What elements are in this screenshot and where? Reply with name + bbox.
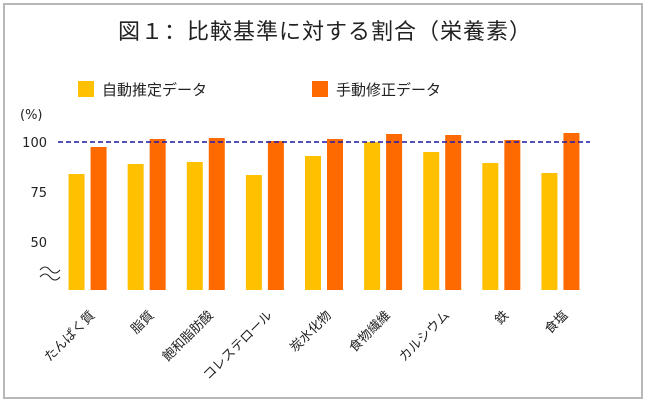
y-axis-label: (%) <box>20 108 43 123</box>
bar-auto <box>541 173 558 290</box>
y-tick-50: 50 <box>30 236 47 251</box>
legend-label-manual: 手動修正データ <box>336 80 442 99</box>
bar-auto <box>423 152 440 290</box>
bar-auto <box>305 156 321 290</box>
bar-manual <box>504 140 521 290</box>
category-label: 鉄 <box>492 308 512 328</box>
category-label: 炭水化物 <box>287 308 334 355</box>
bar-manual <box>386 134 403 290</box>
bar-auto <box>68 174 85 290</box>
y-tick-100: 100 <box>22 136 47 151</box>
bar-manual <box>563 133 580 290</box>
axis-break-icon <box>39 266 61 281</box>
legend-item-auto: 自動推定データ <box>78 78 207 100</box>
legend-swatch-auto <box>78 81 94 97</box>
bar-manual <box>149 139 166 290</box>
bar-manual <box>208 138 225 290</box>
chart-frame <box>3 3 643 399</box>
bar-auto <box>127 164 144 290</box>
category-label: 食塩 <box>542 308 572 338</box>
category-label: 飽和脂肪酸 <box>159 308 216 365</box>
category-label: カルシウム <box>396 308 453 365</box>
chart-title: 図１：比較基準に対する割合（栄養素） <box>117 20 532 45</box>
bar-auto <box>186 162 203 290</box>
category-label: 脂質 <box>128 308 157 337</box>
category-label: たんぱく質 <box>42 308 99 365</box>
bar-auto <box>245 175 262 290</box>
legend-item-manual: 手動修正データ <box>312 78 441 100</box>
bar-manual <box>267 141 284 290</box>
bar-auto <box>364 142 381 290</box>
y-tick-75: 75 <box>30 186 47 201</box>
bar-manual <box>445 135 462 290</box>
category-label: 食物繊維 <box>346 308 394 356</box>
legend-label-auto: 自動推定データ <box>102 80 208 99</box>
bar-manual <box>90 147 107 290</box>
bar-manual <box>327 139 343 290</box>
legend-swatch-manual <box>312 81 328 97</box>
bar-auto <box>482 163 499 290</box>
